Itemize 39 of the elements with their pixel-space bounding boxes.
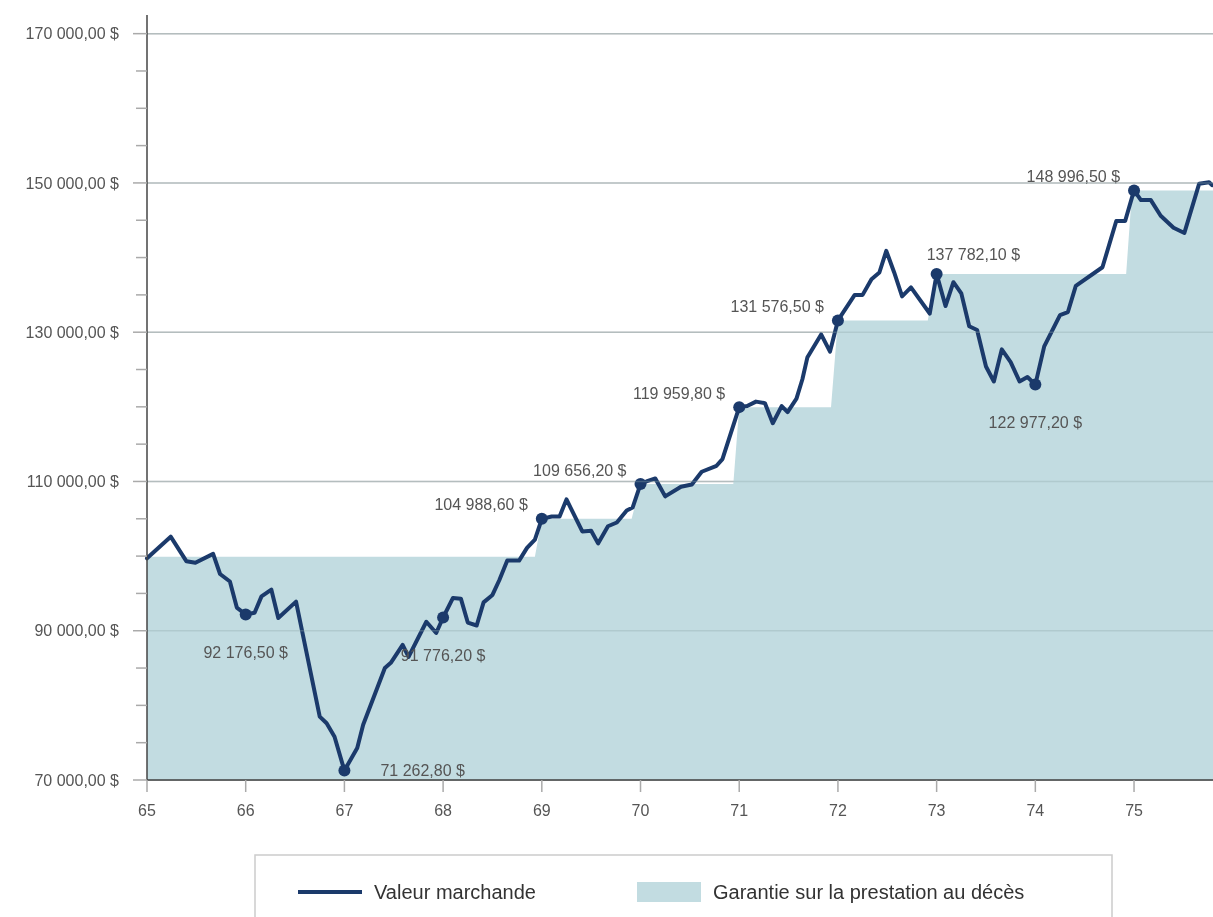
x-tick-label: 65	[138, 802, 156, 819]
point	[239, 608, 252, 621]
point	[1029, 378, 1042, 391]
y-tick-label: 150 000,00 $	[25, 174, 120, 192]
x-tick-label: 71	[730, 802, 749, 819]
data-label: 119 959,80 $	[632, 384, 726, 402]
x-tick-label: 69	[532, 802, 551, 819]
data-label: 91 776,20 $	[400, 647, 486, 665]
legend-label: Garantie sur la prestation au décès	[713, 881, 1025, 903]
data-label: 109 656,20 $	[533, 461, 627, 479]
legend-label: Valeur marchande	[374, 881, 536, 903]
point	[535, 512, 548, 525]
data-label: 148 996,50 $	[1026, 168, 1121, 186]
point	[338, 764, 351, 777]
point	[831, 314, 844, 327]
y-tick-label: 70 000,00 $	[34, 771, 120, 789]
x-tick-label: 70	[631, 802, 650, 819]
x-tick-label: 68	[434, 802, 453, 819]
data-label: 92 176,50 $	[203, 644, 289, 662]
data-label: 71 262,80 $	[380, 762, 466, 780]
x-tick-label: 75	[1125, 802, 1144, 819]
point	[930, 268, 943, 281]
data-label: 131 576,50 $	[730, 298, 825, 316]
y-tick-label: 130 000,00 $	[25, 323, 120, 341]
x-tick-label: 73	[927, 802, 946, 819]
y-tick-label: 110 000,00 $	[26, 473, 120, 491]
data-label: 122 977,20 $	[988, 414, 1083, 432]
y-tick-label: 90 000,00 $	[34, 622, 120, 640]
data-label: 104 988,60 $	[434, 496, 528, 514]
point	[1128, 184, 1141, 197]
point	[634, 478, 647, 491]
point	[437, 611, 450, 624]
point	[733, 401, 746, 414]
data-label: 137 782,10 $	[926, 245, 1021, 263]
x-tick-label: 74	[1026, 802, 1045, 819]
x-tick-label: 72	[829, 802, 847, 819]
x-tick-label: 66	[236, 802, 255, 819]
x-tick-label: 67	[335, 802, 354, 819]
y-tick-label: 170 000,00 $	[25, 25, 120, 43]
